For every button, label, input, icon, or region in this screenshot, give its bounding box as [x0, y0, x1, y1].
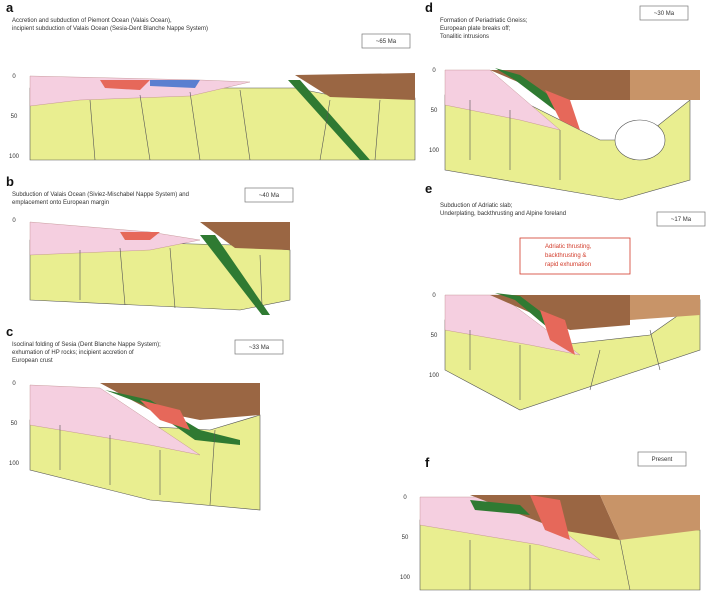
section-a — [30, 73, 415, 160]
panel-caption: Accretion and subduction of Piemont Ocea… — [12, 18, 172, 24]
age-label: ~17 Ma — [671, 217, 692, 223]
panel-caption: Isoclinal folding of Sesia (Dent Blanche… — [12, 342, 161, 348]
age-label: ~30 Ma — [654, 11, 675, 17]
age-label: ~65 Ma — [376, 39, 397, 45]
depth-label: 50 — [431, 333, 438, 339]
annotation: rapid exhumation — [545, 262, 591, 268]
annotation: backthrusting & — [545, 253, 586, 259]
depth-label: 100 — [429, 373, 440, 379]
depth-label: 100 — [429, 148, 440, 154]
depth-label: 0 — [432, 293, 436, 299]
age-label: ~33 Ma — [249, 345, 270, 351]
section-e — [445, 293, 700, 410]
depth-label: 50 — [11, 421, 18, 427]
section-d — [445, 68, 700, 200]
panel-letter: e — [425, 181, 432, 196]
panel-letter: f — [425, 455, 430, 470]
depth-label: 100 — [9, 154, 20, 160]
panel-caption: exhumation of HP rocks; incipient accret… — [12, 350, 134, 356]
age-label: Present — [652, 457, 673, 463]
section-c — [30, 383, 260, 510]
panel-letter: c — [6, 324, 13, 339]
section-f — [420, 495, 700, 590]
panel-caption: European crust — [12, 358, 53, 364]
panel-caption: Tonalitic intrusions — [440, 34, 489, 40]
depth-label: 100 — [9, 461, 20, 467]
panel-letter: a — [6, 0, 14, 15]
depth-label: 50 — [402, 535, 409, 541]
panel-caption: European plate breaks off; — [440, 26, 511, 32]
depth-label: 0 — [12, 74, 16, 80]
depth-label: 100 — [400, 575, 411, 581]
section-b — [30, 222, 290, 315]
panel-caption: Underplating, backthrusting and Alpine f… — [440, 211, 566, 217]
panel-caption: Formation of Periadriatic Gneiss; — [440, 18, 528, 24]
figure: a Accretion and subduction of Piemont Oce… — [0, 0, 715, 601]
panel-caption: Subduction of Valais Ocean (Siviez-Misch… — [12, 192, 189, 198]
annotation: Adriatic thrusting, — [545, 244, 592, 250]
depth-label: 50 — [431, 108, 438, 114]
depth-label: 0 — [432, 68, 436, 74]
depth-label: 0 — [12, 381, 16, 387]
panel-caption: Subduction of Adriatic slab; — [440, 203, 513, 209]
age-label: ~40 Ma — [259, 193, 280, 199]
panel-letter: b — [6, 174, 14, 189]
depth-label: 50 — [11, 114, 18, 120]
panel-letter: d — [425, 0, 433, 15]
depth-label: 0 — [403, 495, 407, 501]
depth-label: 0 — [12, 218, 16, 224]
panel-caption: emplacement onto European margin — [12, 200, 109, 206]
panel-caption: incipient subduction of Valais Ocean (Se… — [12, 26, 208, 32]
